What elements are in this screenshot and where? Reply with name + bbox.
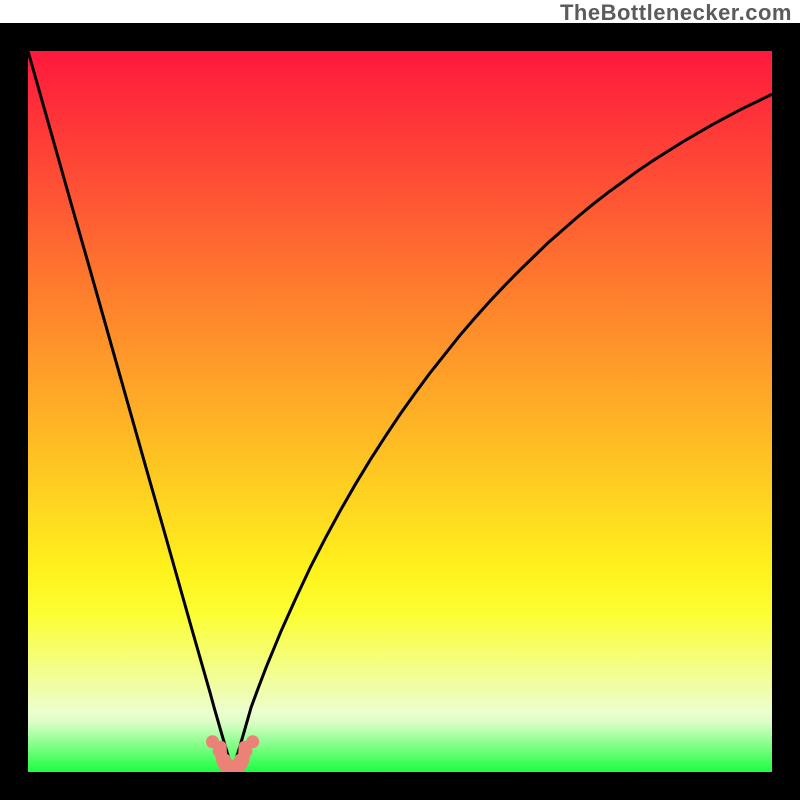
chart-canvas: TheBottlenecker.com [0,0,800,800]
watermark-label: TheBottlenecker.com [560,0,792,26]
bottleneck-curve-plot [0,0,800,800]
plot-background [28,51,772,772]
optimal-dot [246,735,259,748]
